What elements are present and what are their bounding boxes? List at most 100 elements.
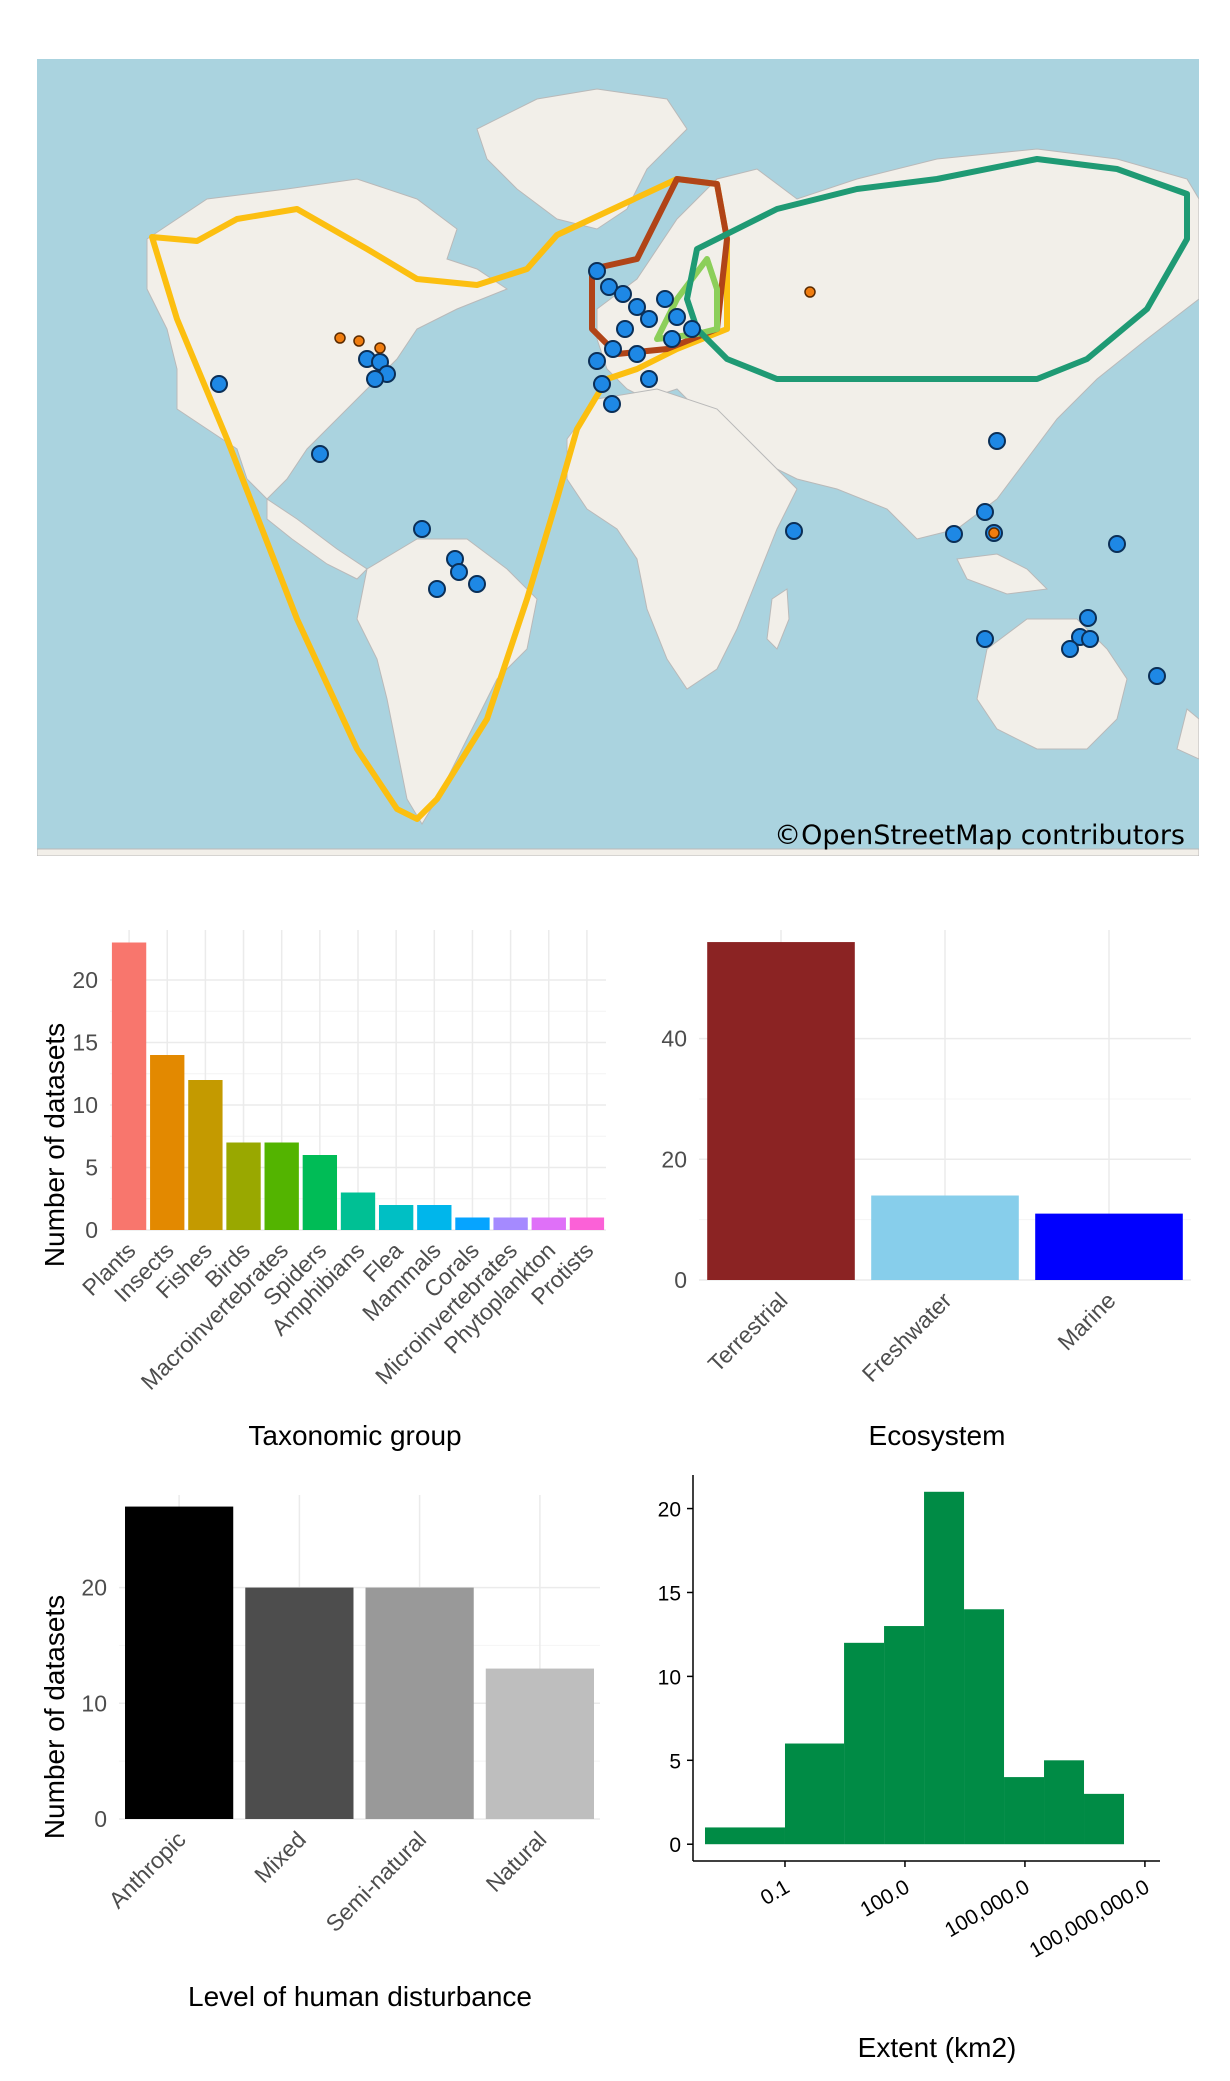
chart-taxonomic-group: 0 5 10 15 20 PlantsInsectsFishesBirdsMacroin… xyxy=(0,900,615,1455)
taxon-x-ticks: PlantsInsectsFishesBirdsMacroinvertebrat… xyxy=(77,1237,598,1395)
site-marker-orange xyxy=(335,333,345,343)
ext-bar xyxy=(785,1744,844,1845)
ext-xlabel: Extent (km2) xyxy=(858,2032,1017,2063)
taxon-bar xyxy=(188,1080,222,1230)
taxon-ytick-label: 15 xyxy=(72,1030,98,1056)
taxon-bar xyxy=(341,1193,375,1231)
site-marker xyxy=(1109,536,1125,552)
chart-human-disturbance: 01020 Anthropic Mixed Semi-natural Natural … xyxy=(0,1465,615,2065)
ext-ytick-label: 20 xyxy=(658,1499,681,1522)
site-marker-orange xyxy=(989,528,999,538)
dist-ytick-label: 20 xyxy=(81,1575,107,1601)
dist-xlabel: Level of human disturbance xyxy=(188,1981,532,2012)
ext-bar xyxy=(1044,1760,1084,1844)
world-map: ©OpenStreetMap contributors xyxy=(37,59,1199,856)
dist-y-ticks: 0 10 20 xyxy=(81,1575,107,1832)
site-marker-orange xyxy=(805,287,815,297)
site-marker xyxy=(657,291,673,307)
dist-bars xyxy=(125,1507,594,1819)
ext-ytick-label: 5 xyxy=(669,1750,681,1773)
taxon-ytick-label: 20 xyxy=(72,967,98,993)
dist-ylabel: Number of datasets xyxy=(39,1595,70,1839)
ext-ytick-label: 10 xyxy=(658,1666,681,1689)
ext-xtick-label: 0.1 xyxy=(757,1875,794,1910)
site-marker xyxy=(594,376,610,392)
eco-xtick-label: Terrestrial xyxy=(703,1287,793,1377)
site-marker xyxy=(1082,631,1098,647)
eco-y-ticks: 0 20 40 xyxy=(661,1026,687,1293)
ext-ytick-label: 15 xyxy=(658,1582,681,1605)
map-svg: ©OpenStreetMap contributors xyxy=(37,59,1199,856)
taxon-bar xyxy=(417,1205,451,1230)
site-marker xyxy=(617,321,633,337)
site-marker xyxy=(604,396,620,412)
taxon-bar xyxy=(570,1218,604,1231)
ext-bars xyxy=(705,1492,1124,1844)
site-marker xyxy=(977,504,993,520)
site-marker xyxy=(664,331,680,347)
ext-bar xyxy=(884,1626,924,1844)
ext-bar xyxy=(924,1492,964,1844)
site-marker xyxy=(312,446,328,462)
eco-bar xyxy=(707,942,855,1280)
eco-xlabel: Ecosystem xyxy=(869,1420,1006,1451)
site-marker xyxy=(605,341,621,357)
ext-bar xyxy=(705,1827,785,1844)
ext-bar xyxy=(964,1609,1004,1844)
taxon-xlabel: Taxonomic group xyxy=(248,1420,461,1451)
taxon-bar xyxy=(455,1218,489,1231)
site-marker xyxy=(367,371,383,387)
ext-y-ticks: 05101520 xyxy=(658,1499,693,1858)
taxon-ylabel: Number of datasets xyxy=(39,1023,70,1267)
site-marker xyxy=(684,321,700,337)
taxon-bar xyxy=(532,1218,566,1231)
taxon-y-ticks: 0 5 10 15 20 xyxy=(72,967,98,1243)
dist-xtick-label: Anthropic xyxy=(104,1826,191,1913)
taxon-bar xyxy=(150,1055,184,1230)
eco-ytick-label: 20 xyxy=(661,1146,687,1172)
site-marker xyxy=(977,631,993,647)
eco-xtick-label: Freshwater xyxy=(857,1287,957,1387)
taxon-ytick-label: 10 xyxy=(72,1092,98,1118)
site-marker xyxy=(615,286,631,302)
site-marker xyxy=(669,309,685,325)
taxon-ytick-label: 5 xyxy=(85,1155,98,1181)
taxon-ytick-label: 0 xyxy=(85,1217,98,1243)
ext-bar xyxy=(1004,1777,1044,1844)
site-marker xyxy=(469,576,485,592)
ext-xtick-label: 100,000.0 xyxy=(941,1875,1033,1942)
taxon-bar xyxy=(379,1205,413,1230)
site-marker xyxy=(211,376,227,392)
site-marker xyxy=(1149,668,1165,684)
site-marker-orange xyxy=(375,343,385,353)
eco-ytick-label: 40 xyxy=(661,1026,687,1052)
site-marker xyxy=(641,371,657,387)
chart-ecosystem: 0 20 40 Terrestrial Freshwater Marine Ecosys… xyxy=(615,900,1230,1455)
dist-ytick-label: 0 xyxy=(94,1806,107,1832)
ext-bar xyxy=(844,1643,884,1844)
ext-xtick-label: 100,000,000.0 xyxy=(1026,1875,1154,1962)
eco-bar xyxy=(1035,1214,1183,1280)
site-marker xyxy=(641,311,657,327)
eco-xtick-label: Marine xyxy=(1052,1287,1120,1355)
ext-xtick-label: 100.0 xyxy=(856,1875,913,1921)
site-marker xyxy=(1062,641,1078,657)
dist-ytick-label: 10 xyxy=(81,1690,107,1716)
site-marker xyxy=(629,346,645,362)
dist-xtick-label: Natural xyxy=(481,1826,552,1897)
dist-xtick-label: Semi-natural xyxy=(321,1826,432,1937)
site-marker-orange xyxy=(354,336,364,346)
ext-bar xyxy=(1084,1794,1124,1844)
taxon-bar xyxy=(303,1155,337,1230)
taxon-bar xyxy=(493,1218,527,1231)
site-marker xyxy=(414,521,430,537)
map-credit: ©OpenStreetMap contributors xyxy=(774,820,1185,851)
site-marker xyxy=(786,523,802,539)
eco-ytick-label: 0 xyxy=(674,1267,687,1293)
dist-bar xyxy=(486,1669,594,1819)
taxon-bar xyxy=(265,1143,299,1231)
dist-x-ticks: Anthropic Mixed Semi-natural Natural xyxy=(104,1826,552,1937)
taxon-bar xyxy=(226,1143,260,1231)
